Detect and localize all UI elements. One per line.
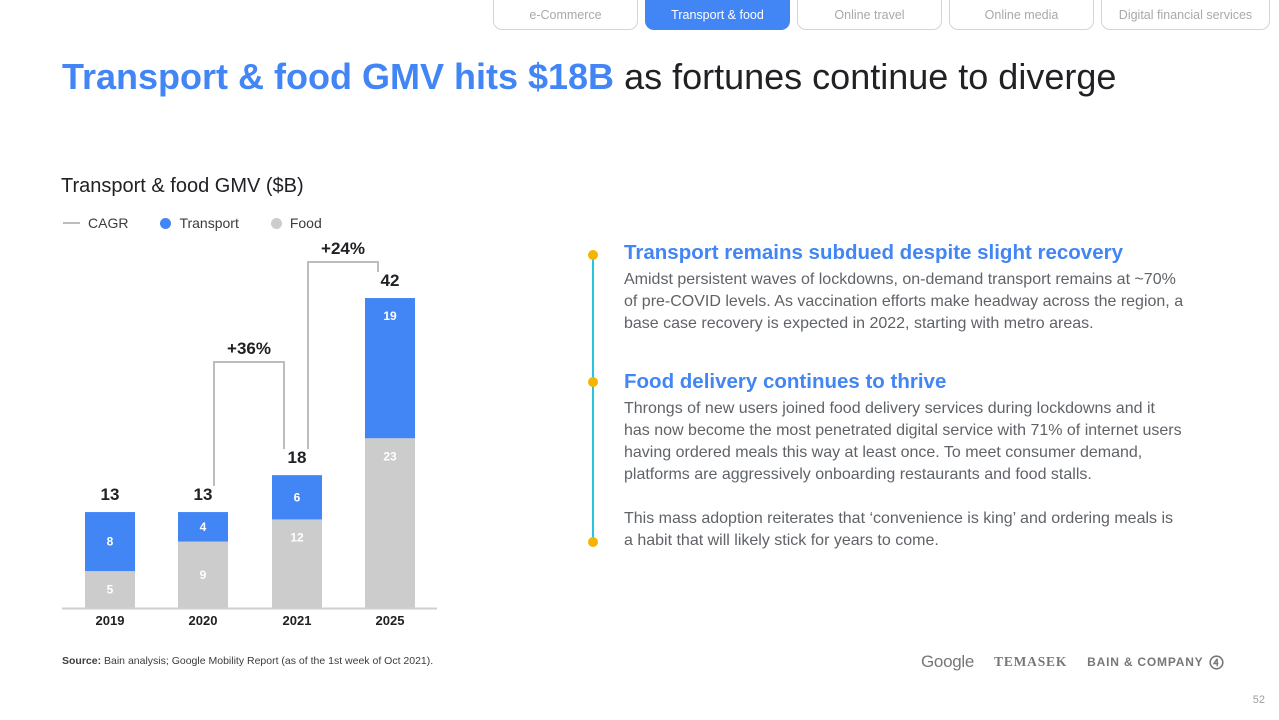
timeline [588,244,598,550]
bain-logo: BAIN & COMPANY [1087,654,1225,670]
bain-emblem-icon [1209,654,1225,670]
page-number: 52 [1252,694,1265,706]
transport-value-label: 19 [383,309,397,323]
food-value-label: 23 [383,449,397,463]
food-value-label: 5 [107,583,114,597]
title-rest: as fortunes continue to diverge [614,56,1117,97]
point-heading: Food delivery continues to thrive [624,370,947,393]
total-label: 18 [288,448,307,467]
food-value-label: 12 [290,530,304,544]
cagr-bracket [213,361,285,487]
transport-bar [85,512,135,572]
bain-logo-text: BAIN & COMPANY [1087,655,1204,669]
food-bar [365,438,415,608]
total-label: 13 [101,485,120,504]
timeline-dot [588,377,598,387]
partner-logos: Google TEMASEK BAIN & COMPANY [921,652,1225,672]
page-title: Transport & food GMV hits $18B as fortun… [62,56,1116,98]
cagr-line-swatch [63,222,80,224]
food-bar [85,571,135,608]
legend-label: Transport [179,215,239,231]
stacked-bar-chart: 5 8 13 2019 9 4 13 2020 12 6 18 2021 23 19 42 2025 +36% +… [62,239,437,628]
point-heading: Transport remains subdued despite slight… [624,241,1123,264]
x-tick-label: 2019 [96,613,125,628]
legend-label: Food [289,215,322,231]
source-label: Source: [62,655,102,667]
timeline-line [592,254,594,542]
key-point-transport: Transport remains subdued despite slight… [624,241,1184,335]
food-dot-swatch [270,217,282,229]
cagr-bracket [307,261,379,450]
x-tick-label: 2025 [376,613,405,628]
legend-item-cagr: CAGR [63,215,128,231]
legend-item-food: Food [270,215,322,231]
food-bar [178,541,228,608]
transport-value-label: 8 [107,535,114,549]
cagr-label: +24% [321,239,365,258]
point-body-2: This mass adoption reiterates that ‘conv… [624,510,1174,549]
tab-e-commerce[interactable]: e-Commerce [493,0,638,30]
transport-bar [178,512,228,542]
food-value-label: 9 [200,568,207,582]
section-tabs: e-Commerce Transport & food Online trave… [493,0,1270,30]
point-body: Amidst persistent waves of lockdowns, on… [624,271,1184,332]
temasek-logo: TEMASEK [994,654,1068,669]
chart-legend: CAGR Transport Food [63,215,322,231]
tab-online-media[interactable]: Online media [949,0,1094,30]
tab-digital-financial-services[interactable]: Digital financial services [1101,0,1270,30]
timeline-dot [588,537,598,547]
chart-title: Transport & food GMV ($B) [61,175,304,197]
total-label: 42 [381,271,400,290]
legend-label: CAGR [88,215,129,231]
legend-item-transport: Transport [160,215,239,231]
x-tick-label: 2020 [189,613,218,628]
transport-dot-swatch [160,217,172,229]
google-logo: Google [921,652,975,671]
tab-transport-food[interactable]: Transport & food [645,0,790,30]
transport-bar [365,298,415,439]
transport-value-label: 6 [294,490,301,504]
title-highlight: Transport & food GMV hits $18B [62,56,615,97]
tab-online-travel[interactable]: Online travel [797,0,942,30]
x-tick-label: 2021 [283,613,312,628]
total-label: 13 [194,485,213,504]
food-bar [272,519,322,608]
transport-bar [272,475,322,520]
point-body: Throngs of new users joined food deliver… [624,400,1182,483]
cagr-label: +36% [227,339,271,358]
key-point-food: Food delivery continues to thrive Throng… [624,370,1184,552]
source-note: Source: Bain analysis; Google Mobility R… [62,655,433,667]
source-text: Bain analysis; Google Mobility Report (a… [101,655,434,667]
timeline-dot [588,250,598,260]
transport-value-label: 4 [200,520,207,534]
